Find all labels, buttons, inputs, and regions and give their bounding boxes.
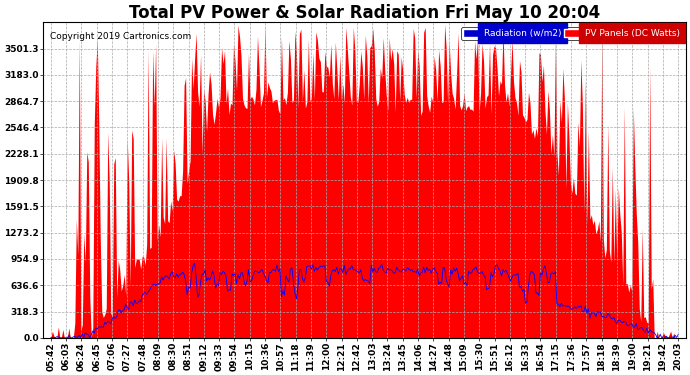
- Title: Total PV Power & Solar Radiation Fri May 10 20:04: Total PV Power & Solar Radiation Fri May…: [129, 4, 600, 22]
- Text: Copyright 2019 Cartronics.com: Copyright 2019 Cartronics.com: [50, 32, 191, 41]
- Legend: Radiation (w/m2), PV Panels (DC Watts): Radiation (w/m2), PV Panels (DC Watts): [461, 27, 681, 40]
